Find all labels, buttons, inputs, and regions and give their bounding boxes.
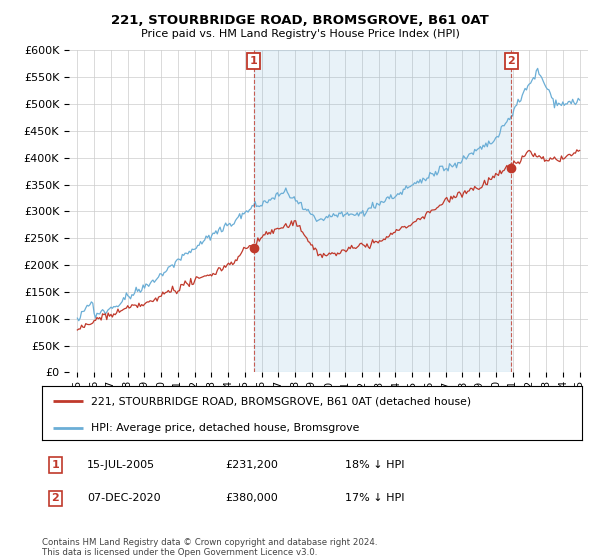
Bar bbox=[254, 50, 511, 372]
Text: Contains HM Land Registry data © Crown copyright and database right 2024.
This d: Contains HM Land Registry data © Crown c… bbox=[42, 538, 377, 557]
Text: 07-DEC-2020: 07-DEC-2020 bbox=[87, 493, 161, 503]
Text: 221, STOURBRIDGE ROAD, BROMSGROVE, B61 0AT: 221, STOURBRIDGE ROAD, BROMSGROVE, B61 0… bbox=[111, 14, 489, 27]
Text: 18% ↓ HPI: 18% ↓ HPI bbox=[345, 460, 404, 470]
Text: 221, STOURBRIDGE ROAD, BROMSGROVE, B61 0AT (detached house): 221, STOURBRIDGE ROAD, BROMSGROVE, B61 0… bbox=[91, 396, 471, 407]
Text: Price paid vs. HM Land Registry's House Price Index (HPI): Price paid vs. HM Land Registry's House … bbox=[140, 29, 460, 39]
Text: 1: 1 bbox=[250, 56, 258, 66]
Text: £380,000: £380,000 bbox=[225, 493, 278, 503]
Text: 2: 2 bbox=[52, 493, 59, 503]
Text: 17% ↓ HPI: 17% ↓ HPI bbox=[345, 493, 404, 503]
Text: 1: 1 bbox=[52, 460, 59, 470]
Text: £231,200: £231,200 bbox=[225, 460, 278, 470]
Text: 2: 2 bbox=[508, 56, 515, 66]
Text: 15-JUL-2005: 15-JUL-2005 bbox=[87, 460, 155, 470]
Text: HPI: Average price, detached house, Bromsgrove: HPI: Average price, detached house, Brom… bbox=[91, 423, 359, 433]
